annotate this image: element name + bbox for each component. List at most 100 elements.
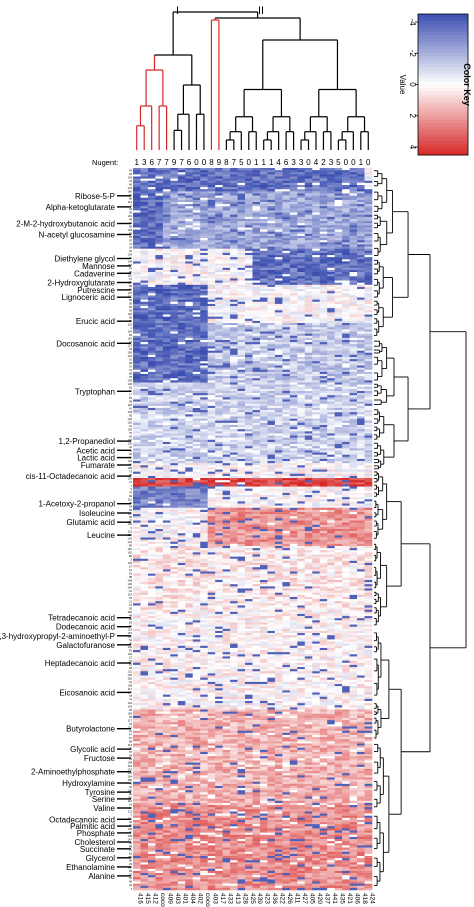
heatmap-cell: [349, 295, 358, 298]
heatmap-cell: [155, 180, 164, 184]
heatmap-cell: [162, 267, 171, 271]
heatmap-cell: [304, 337, 313, 341]
heatmap-cell: [147, 373, 156, 377]
heatmap-cell: [319, 214, 328, 218]
heatmap-cell: [200, 210, 208, 213]
heatmap-cell: [192, 424, 201, 428]
heatmap-cell: [140, 452, 149, 455]
heatmap-cell: [162, 310, 171, 313]
heatmap-cell: [259, 208, 268, 211]
heatmap-cell: [207, 397, 216, 400]
heatmap-cell: [170, 333, 179, 337]
heatmap-cell: [192, 174, 201, 177]
heatmap-cell: [274, 297, 283, 300]
heatmap-cell: [364, 327, 373, 330]
heatmap-cell: [170, 255, 179, 258]
heatmap-cell: [207, 235, 216, 239]
heatmap-cell: [162, 373, 171, 377]
heatmap-cell: [289, 318, 298, 322]
heatmap-cell: [297, 246, 306, 249]
heatmap-cell: [334, 233, 343, 237]
heatmap-cell: [230, 448, 238, 451]
heatmap-cell: [200, 414, 208, 417]
heatmap-cell: [319, 371, 328, 375]
heatmap-cell: [133, 310, 141, 313]
heatmap-cell: [185, 276, 194, 279]
heatmap-cell: [200, 361, 208, 364]
heatmap-cell: [357, 388, 365, 392]
heatmap-cell: [155, 371, 164, 375]
heatmap-cell: [162, 337, 171, 341]
heatmap-cell: [185, 182, 194, 186]
heatmap-cell: [230, 356, 238, 360]
heatmap-cell: [312, 342, 321, 345]
heatmap-cell: [222, 412, 231, 415]
heatmap-cell: [364, 435, 373, 438]
heatmap-cell: [289, 433, 298, 436]
heatmap-cell: [364, 431, 373, 434]
heatmap-cell: [207, 465, 216, 468]
heatmap-cell: [162, 469, 171, 472]
heatmap-cell: [297, 337, 306, 341]
heatmap-cell: [327, 320, 335, 324]
heatmap-cell: [155, 244, 164, 247]
heatmap-cell: [319, 390, 328, 394]
heatmap-cell: [327, 257, 335, 260]
heatmap-cell: [177, 172, 186, 175]
heatmap-cell: [185, 469, 194, 472]
heatmap-cell: [349, 337, 358, 341]
heatmap-cell: [147, 371, 156, 375]
heatmap-cell: [170, 282, 179, 286]
heatmap-cell: [312, 170, 321, 173]
heatmap-cell: [319, 259, 328, 262]
heatmap-cell: [147, 401, 156, 405]
heatmap-cell: [215, 461, 223, 464]
heatmap-cell: [349, 182, 358, 186]
heatmap-cell: [140, 359, 149, 362]
heatmap-cell: [140, 361, 149, 364]
heatmap-cell: [245, 412, 253, 415]
heatmap-cell: [289, 350, 298, 354]
heatmap-cell: [267, 446, 276, 449]
heatmap-cell: [147, 233, 156, 237]
heatmap-cell: [230, 193, 238, 196]
heatmap-cell: [334, 365, 343, 368]
heatmap-cell: [327, 303, 335, 307]
heatmap-cell: [192, 397, 201, 400]
heatmap-cell: [364, 293, 373, 296]
heatmap-cell: [312, 352, 321, 356]
heatmap-cell: [282, 388, 291, 392]
heatmap-cell: [147, 314, 156, 317]
heatmap-cell: [192, 420, 201, 424]
heatmap-cell: [200, 318, 208, 322]
heatmap-cell: [155, 276, 164, 279]
heatmap-cell: [319, 437, 328, 441]
heatmap-cell: [289, 331, 298, 334]
heatmap-cell: [207, 193, 216, 196]
heatmap-cell: [349, 299, 358, 303]
heatmap-cell: [222, 359, 231, 362]
heatmap-cell: [312, 269, 321, 273]
color-key-swatch: [418, 56, 468, 61]
heatmap-cell: [349, 454, 358, 458]
heatmap-cell: [155, 373, 164, 377]
heatmap-cell: [259, 206, 268, 209]
heatmap-cell: [207, 248, 216, 252]
heatmap-cell: [267, 274, 276, 277]
heatmap-cell: [364, 206, 373, 209]
heatmap-cell: [200, 422, 208, 426]
heatmap-cell: [319, 361, 328, 364]
heatmap-cell: [304, 289, 313, 292]
heatmap-cell: [237, 172, 246, 175]
heatmap-cell: [162, 259, 171, 262]
heatmap-cell: [140, 284, 149, 288]
heatmap-cell: [230, 463, 238, 466]
heatmap-cell: [319, 284, 328, 288]
heatmap-cell: [222, 269, 231, 273]
heatmap-cell: [147, 242, 156, 245]
heatmap-cell: [357, 206, 365, 209]
heatmap-cell: [297, 329, 306, 332]
heatmap-cell: [327, 267, 335, 271]
heatmap-cell: [289, 359, 298, 362]
